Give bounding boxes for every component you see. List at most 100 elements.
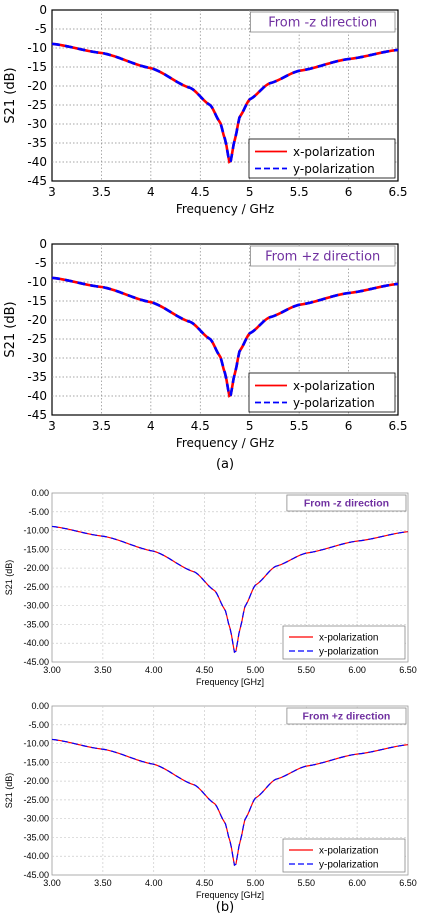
- series-line-y-polarization: [51, 42, 399, 164]
- y-tick-label: -40.00: [23, 638, 49, 648]
- y-tick-label: -15: [27, 294, 47, 308]
- legend-box: [248, 138, 396, 179]
- series-line-y-polarization: [51, 738, 409, 867]
- y-tick-label: -30.00: [23, 814, 49, 824]
- y-tick-label: -30: [27, 117, 47, 131]
- y-axis-label: S21 (dB): [4, 560, 14, 596]
- x-axis-label: Frequency / GHz: [176, 436, 274, 450]
- title-box: [286, 494, 407, 512]
- y-tick-label: -40: [27, 155, 47, 169]
- y-tick-label: -20.00: [23, 563, 49, 573]
- y-tick-label: -20: [27, 79, 47, 93]
- y-tick-label: 0.00: [31, 488, 49, 498]
- legend-label: y-polarization: [319, 647, 378, 658]
- x-tick-label: 4.00: [145, 665, 163, 675]
- x-tick-label: 3.5: [92, 419, 111, 433]
- x-tick-label: 6.00: [348, 665, 366, 675]
- chart-title: From +z direction: [303, 711, 391, 723]
- x-tick-label: 6.5: [388, 185, 407, 199]
- chart-2: 3 3.5 4 4.5 5 5.5 6 6.5 0 -5 -10 -15 -20 -25 -30 -35 -40…: [3, 237, 408, 450]
- y-tick-label: -30: [27, 351, 47, 365]
- legend-label: x-polarization: [319, 633, 378, 644]
- x-tick-label: 5.50: [298, 878, 316, 888]
- legend-label: x-polarization: [293, 145, 375, 159]
- x-tick-label: 5.5: [290, 185, 309, 199]
- x-tick-label: 5: [246, 419, 254, 433]
- x-axis-label: Frequency [GHz]: [196, 890, 264, 900]
- legend-box: [282, 625, 406, 660]
- x-tick-label: 4.5: [191, 185, 210, 199]
- x-tick-label: 3.00: [43, 878, 61, 888]
- chart-1: 3 3.5 4 4.5 5 5.5 6 6.5 0 -5 -10 -15 -20 -25 -30 -35 -40…: [3, 3, 408, 216]
- x-tick-label: 6.00: [348, 878, 366, 888]
- x-axis-label: Frequency / GHz: [176, 202, 274, 216]
- x-tick-label: 4: [147, 419, 155, 433]
- y-axis-label: S21 (dB): [4, 773, 14, 809]
- y-tick-label: 0: [39, 237, 47, 251]
- legend-label: y-polarization: [293, 162, 375, 176]
- y-tick-label: -40: [27, 389, 47, 403]
- legend-label: x-polarization: [319, 846, 378, 857]
- y-tick-label: -35: [27, 136, 47, 150]
- x-axis-label: Frequency [GHz]: [196, 677, 264, 687]
- x-tick-label: 4.50: [196, 665, 214, 675]
- y-tick-label: -25: [27, 332, 47, 346]
- y-tick-label: -25: [27, 98, 47, 112]
- y-tick-label: -20.00: [23, 776, 49, 786]
- x-tick-label: 6: [345, 419, 353, 433]
- legend-label: y-polarization: [319, 860, 378, 871]
- x-tick-label: 4.00: [145, 878, 163, 888]
- panel-label-a: (a): [216, 457, 234, 472]
- x-tick-label: 3.50: [94, 878, 112, 888]
- y-tick-label: -40.00: [23, 851, 49, 861]
- y-tick-label: 0: [39, 3, 47, 17]
- chart-title: From -z direction: [304, 498, 389, 510]
- y-tick-label: -5: [35, 256, 47, 270]
- x-tick-label: 3: [48, 185, 56, 199]
- y-tick-label: -35.00: [23, 619, 49, 629]
- x-tick-label: 5.00: [247, 878, 265, 888]
- x-tick-label: 3.5: [92, 185, 111, 199]
- title-box: [286, 707, 407, 725]
- legend-box: [248, 372, 396, 413]
- y-tick-label: -5: [35, 22, 47, 36]
- chart-3: 3.00 3.50 4.00 4.50 5.00 5.50 6.00 6.50 0.00 -5.0…: [4, 488, 417, 687]
- title-box: [249, 11, 396, 33]
- y-tick-label: -25.00: [23, 582, 49, 592]
- series-line-y-polarization: [51, 276, 399, 398]
- y-tick-label: -10.00: [23, 739, 49, 749]
- y-tick-label: 0.00: [31, 701, 49, 711]
- y-axis-label: S21 (dB): [3, 301, 18, 357]
- y-tick-label: -10: [27, 41, 47, 55]
- x-tick-label: 5.50: [298, 665, 316, 675]
- x-tick-label: 6: [345, 185, 353, 199]
- x-tick-label: 5.00: [247, 665, 265, 675]
- x-tick-label: 4.5: [191, 419, 210, 433]
- x-tick-label: 6.5: [388, 419, 407, 433]
- panel-label-b: (b): [216, 900, 234, 915]
- y-tick-label: -45: [27, 408, 47, 422]
- y-axis-label: S21 (dB): [3, 67, 18, 123]
- legend-box: [282, 838, 406, 873]
- x-tick-label: 6.50: [399, 665, 417, 675]
- y-tick-label: -45: [27, 174, 47, 188]
- x-tick-label: 4: [147, 185, 155, 199]
- y-tick-label: -10.00: [23, 526, 49, 536]
- y-tick-label: -15.00: [23, 757, 49, 767]
- series-line-y-polarization: [51, 525, 409, 654]
- title-box: [249, 245, 396, 267]
- y-tick-label: -10: [27, 275, 47, 289]
- y-tick-label: -5.00: [28, 720, 49, 730]
- y-tick-label: -15: [27, 60, 47, 74]
- chart-4: 3.00 3.50 4.00 4.50 5.00 5.50 6.00 6.50 0.00 -5.0…: [4, 701, 417, 900]
- chart-title: From +z direction: [265, 249, 380, 264]
- y-tick-label: -45.00: [23, 870, 49, 880]
- y-tick-label: -25.00: [23, 795, 49, 805]
- chart-title: From -z direction: [268, 15, 377, 30]
- y-tick-label: -30.00: [23, 601, 49, 611]
- y-tick-label: -15.00: [23, 544, 49, 554]
- legend-label: x-polarization: [293, 379, 375, 393]
- x-tick-label: 3: [48, 419, 56, 433]
- x-tick-label: 4.50: [196, 878, 214, 888]
